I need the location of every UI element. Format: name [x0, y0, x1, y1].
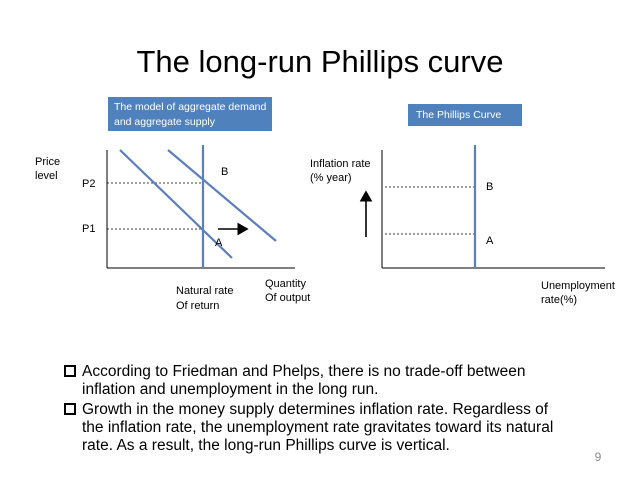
curve [167, 149, 277, 242]
page-number: 9 [595, 450, 602, 464]
bullet-text: the inflation rate, the unemployment rat… [82, 419, 553, 436]
label: P2 [82, 178, 95, 190]
curve [119, 149, 233, 259]
box [408, 104, 522, 126]
label: A [215, 237, 223, 249]
label: B [486, 181, 493, 193]
bullet [64, 403, 76, 415]
axis-label: Unemployment [541, 280, 615, 292]
axis-label: (% year) [310, 172, 352, 184]
bullet [64, 365, 76, 377]
label: Natural rate [176, 285, 233, 297]
axis-label: Price [35, 156, 60, 168]
axis-label: level [35, 170, 58, 182]
bullet-text: rate. As a result, the long-run Phillips… [82, 437, 450, 454]
bullet-text: inflation and unemployment in the long r… [82, 381, 378, 398]
title: The long-run Phillips curve [136, 44, 503, 79]
label: B [221, 166, 228, 178]
label: A [486, 235, 494, 247]
label: P1 [82, 223, 95, 235]
bullet-text: Growth in the money supply determines in… [82, 401, 549, 418]
bullet-text: According to Friedman and Phelps, there … [82, 363, 525, 380]
box [108, 97, 272, 131]
axis-label: Of output [265, 292, 310, 304]
label: Of return [176, 300, 219, 312]
box-label: and aggregate supply [114, 116, 216, 128]
axis-label: Quantity [265, 278, 306, 290]
axis-label: Inflation rate [310, 158, 371, 170]
box-label: The Phillips Curve [416, 109, 501, 121]
box-label: The model of aggregate demand [114, 101, 267, 113]
axis-label: rate(%) [541, 294, 577, 306]
